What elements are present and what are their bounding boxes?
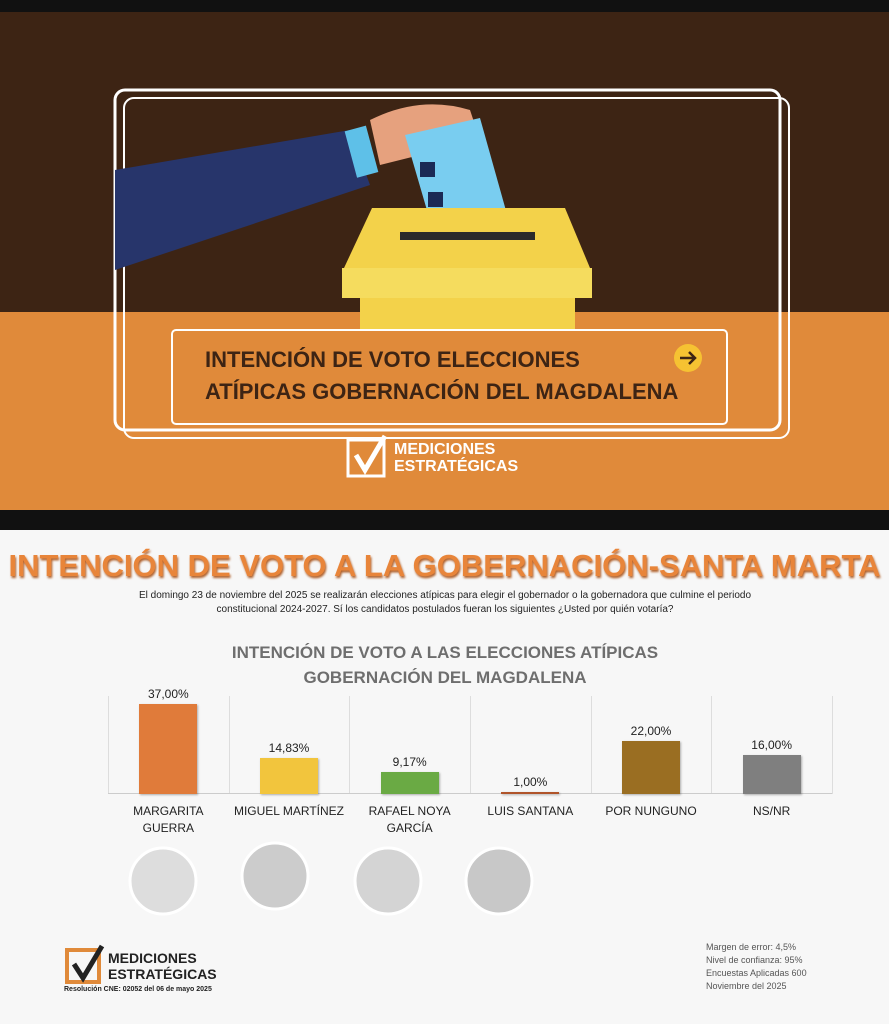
column-divider: [108, 696, 109, 794]
baseline: [108, 793, 832, 794]
x-tick-label: MIGUEL MARTÍNEZ: [233, 804, 344, 818]
subtitle: El domingo 23 de noviembre del 2025 se r…: [138, 590, 752, 615]
footer-logo: MEDICIONES ESTRATÉGICAS: [108, 950, 217, 982]
value-label: 14,83%: [268, 740, 310, 755]
banner-title: INTENCIÓN DE VOTO ELECCIONES ATÍPICAS GO…: [205, 347, 679, 404]
logo-line: ESTRATÉGICAS: [108, 966, 217, 982]
x-tick-label: MARGARITA GUERRA: [133, 804, 204, 835]
logo-line: ESTRATÉGICAS: [394, 458, 519, 475]
column-divider: [590, 696, 592, 794]
bar: [742, 755, 801, 794]
value-label: 1,00%: [513, 774, 548, 789]
note: Nivel de confianza: 95%: [706, 955, 803, 965]
note: Margen de error: 4,5%: [706, 942, 797, 952]
value-label: 37,00%: [147, 687, 189, 701]
chart-title: INTENCIÓN DE VOTO A LAS ELECCIONES ATÍPI…: [231, 643, 659, 687]
footer-logo-icon: [65, 944, 105, 984]
photos: [128, 841, 534, 916]
notes: Margen de error: 4,5% Nivel de confianza:…: [706, 941, 807, 993]
plot-area: 37,00% 14,83% 9,17% 1,00% 22,00% 16,00%: [108, 687, 833, 794]
column-divider: [711, 696, 713, 794]
column-divider: [470, 696, 471, 794]
column-divider: [349, 696, 351, 794]
value-label: 22,00%: [630, 723, 672, 738]
value-label: 9,17%: [392, 754, 427, 769]
bar: [380, 771, 439, 794]
resolution: Resolución CNE: 02052 del 06 de mayo 202…: [64, 986, 212, 993]
banner-logo: MEDICIONES ESTRATÉGICAS: [394, 441, 518, 475]
logo-line: MEDICIONES: [108, 950, 197, 966]
column-divider: [832, 696, 833, 794]
bar: [260, 757, 318, 794]
bar: [139, 704, 198, 794]
value-label: 16,00%: [751, 738, 792, 753]
main-title: INTENCIÓN DE VOTO A LA GOBERNACIÓN-SANTA…: [8, 548, 881, 583]
logo-line: MEDICIONES: [394, 441, 496, 458]
bar: [501, 791, 560, 794]
x-tick-label: RAFAEL NOYA GARCÍA: [368, 804, 451, 835]
banner-art: [0, 0, 889, 530]
column-divider: [228, 696, 230, 794]
x-tick-label: LUIS SANTANA: [487, 804, 574, 818]
x-tick-label: POR NUNGUNO: [605, 804, 697, 818]
note: Encuestas Aplicadas 600: [706, 968, 807, 978]
x-tick-label: NS/NR: [752, 804, 791, 818]
note: Noviembre del 2025: [706, 981, 787, 991]
bar: [622, 740, 680, 794]
